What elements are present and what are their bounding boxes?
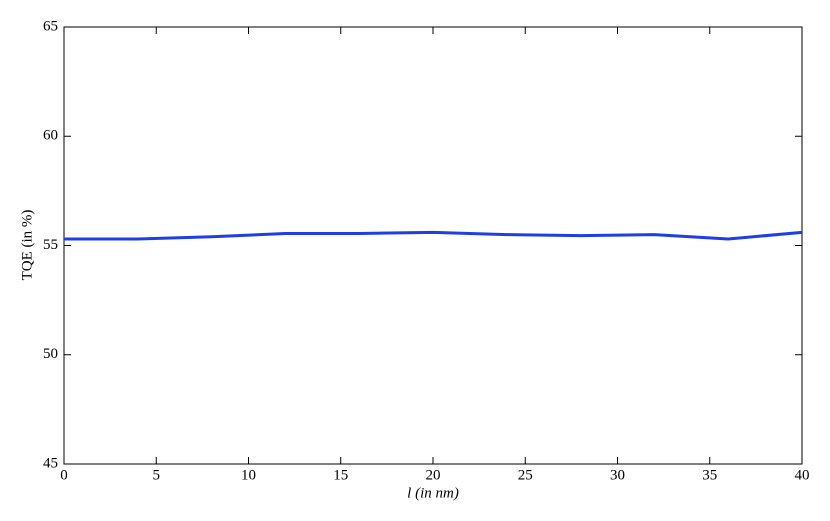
x-tick-label: 35 — [702, 467, 717, 483]
y-tick-label: 45 — [43, 455, 58, 471]
y-axis-label: TQE (in %) — [19, 210, 35, 281]
x-tick-label: 40 — [795, 467, 810, 483]
x-tick-label: 5 — [153, 467, 161, 483]
y-tick-label: 50 — [43, 346, 58, 362]
x-tick-label: 15 — [333, 467, 348, 483]
line — [64, 230, 803, 241]
y-tick-label: 55 — [43, 237, 58, 253]
y-tick-label: 65 — [43, 18, 58, 34]
x-tick-label: 0 — [60, 467, 68, 483]
x-tick-label: 10 — [241, 467, 256, 483]
x-tick-label: 20 — [426, 467, 441, 483]
y-tick-label: 60 — [43, 128, 58, 144]
x-tick-label: 25 — [518, 467, 533, 483]
x-axis-label: l (in nm) — [407, 485, 459, 501]
x-tick-label: 30 — [610, 467, 625, 483]
plot-frame — [63, 26, 803, 465]
